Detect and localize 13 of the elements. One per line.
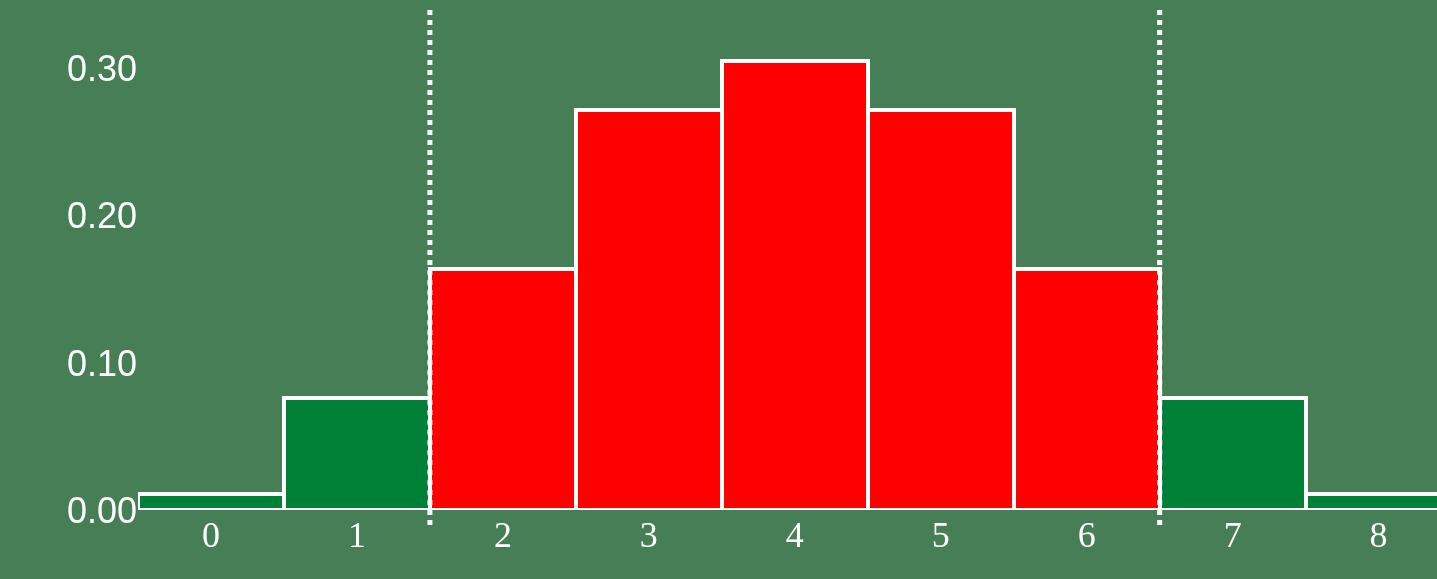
y-tick-label: 0.10 (66, 342, 137, 384)
x-tick-label: 4 (785, 515, 804, 555)
x-tick-label: 7 (1223, 515, 1242, 555)
x-tick-label: 2 (493, 515, 512, 555)
y-tick-label: 0.30 (66, 48, 137, 90)
x-tick-label: 6 (1077, 515, 1096, 555)
x-tick-label: 0 (201, 515, 220, 555)
x-tick-label: 3 (639, 515, 658, 555)
y-tick-label: 0.20 (66, 195, 137, 237)
x-tick-label: 8 (1369, 515, 1388, 555)
x-tick-label: 1 (347, 515, 366, 555)
y-tick-label: 0.00 (66, 489, 137, 531)
x-tick-label: 5 (931, 515, 950, 555)
